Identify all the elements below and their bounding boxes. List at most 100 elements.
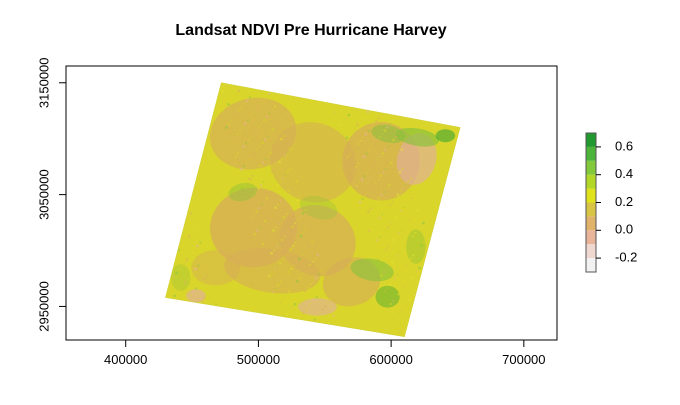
ndvi-pixel <box>304 289 307 293</box>
ndvi-pixel <box>409 238 411 240</box>
ndvi-pixel <box>181 265 183 267</box>
ndvi-pixel <box>378 216 381 219</box>
ndvi-pixel <box>386 287 388 289</box>
ndvi-pixel <box>183 242 185 244</box>
ndvi-pixel <box>276 102 279 105</box>
ndvi-pixel <box>397 132 400 135</box>
ndvi-pixel <box>237 89 241 93</box>
ndvi-pixel <box>418 248 420 250</box>
ndvi-pixel <box>413 273 415 276</box>
ndvi-pixel <box>389 123 391 125</box>
ndvi-pixel <box>301 212 305 215</box>
ndvi-pixel <box>241 188 244 190</box>
legend-color-band <box>586 230 596 245</box>
axes: 400000 500000 600000 700000 2950000 3050000 31… <box>36 57 558 367</box>
ndvi-pixel <box>254 90 256 92</box>
ndvi-pixel <box>375 219 379 223</box>
ndvi-pixel <box>392 120 394 122</box>
ndvi-pixel <box>327 302 329 304</box>
ndvi-pixel <box>274 125 277 128</box>
ndvi-pixel <box>417 228 419 231</box>
ndvi-pixel <box>268 193 271 196</box>
ndvi-pixel <box>276 164 278 166</box>
ndvi-pixel <box>307 286 310 289</box>
ndvi-pixel <box>356 123 359 126</box>
ndvi-pixel <box>281 258 284 261</box>
ndvi-pixel <box>192 290 195 294</box>
ndvi-pixel <box>396 193 400 196</box>
ndvi-pixel <box>350 110 353 113</box>
ndvi-pixel <box>190 294 192 296</box>
ndvi-pixel <box>238 172 240 174</box>
ndvi-pixel <box>376 159 379 161</box>
x-tick-label: 600000 <box>369 352 412 367</box>
ndvi-pixel <box>385 168 387 170</box>
ndvi-pixel <box>302 231 305 234</box>
ndvi-pixel <box>275 226 278 229</box>
ndvi-pixel <box>284 255 286 257</box>
ndvi-pixel <box>401 168 404 170</box>
ndvi-pixel <box>312 260 314 263</box>
ndvi-pixel <box>354 127 356 129</box>
ndvi-pixel <box>357 162 360 165</box>
ndvi-pixel <box>189 212 193 215</box>
ndvi-pixel <box>272 229 275 232</box>
ndvi-pixel <box>370 207 372 210</box>
ndvi-pixel <box>317 273 320 276</box>
ndvi-pixel <box>351 130 353 132</box>
ndvi-pixel <box>279 281 282 283</box>
ndvi-pixel <box>282 197 284 199</box>
ndvi-pixel <box>251 174 254 177</box>
ndvi-pixel <box>393 158 395 161</box>
ndvi-pixel <box>395 235 398 238</box>
ndvi-pixel <box>391 280 394 283</box>
ndvi-pixel <box>271 271 274 274</box>
ndvi-pixel <box>273 249 276 251</box>
ndvi-pixel <box>392 238 396 242</box>
ndvi-pixel <box>400 210 402 212</box>
ndvi-pixel <box>265 178 267 180</box>
ndvi-pixel <box>361 197 364 200</box>
ndvi-patch-high <box>299 195 338 220</box>
ndvi-pixel <box>289 248 292 251</box>
ndvi-pixel <box>403 225 406 228</box>
ndvi-pixel <box>225 107 227 109</box>
ndvi-pixel <box>319 312 321 314</box>
ndvi-pixel <box>293 183 295 185</box>
ndvi-pixel <box>184 281 187 284</box>
x-tick-label: 700000 <box>502 352 545 367</box>
ndvi-pixel <box>240 149 242 151</box>
ndvi-pixel <box>280 200 282 202</box>
ndvi-pixel <box>265 95 268 99</box>
ndvi-pixel <box>406 222 408 225</box>
ndvi-pixel <box>299 296 301 299</box>
ndvi-pixel <box>410 197 413 199</box>
ndvi-pixel <box>390 261 394 264</box>
ndvi-pixel <box>225 126 228 129</box>
ndvi-pixel <box>359 140 362 142</box>
ndvi-pixel <box>403 306 405 308</box>
ndvi-pixel <box>276 284 280 287</box>
ndvi-pixel <box>368 149 370 151</box>
ndvi-pixel <box>189 274 192 277</box>
ndvi-pixel <box>409 257 413 260</box>
ndvi-pixel <box>411 296 413 298</box>
ndvi-pixel <box>321 289 323 291</box>
ndvi-pixel <box>282 216 286 219</box>
ndvi-pixel <box>289 310 291 312</box>
ndvi-pixel <box>404 245 406 247</box>
ndvi-pixel <box>262 161 264 164</box>
ndvi-pixel <box>312 280 314 282</box>
ndvi-pixel <box>376 239 379 242</box>
ndvi-pixel <box>401 328 403 330</box>
ndvi-pixel <box>264 138 266 141</box>
ndvi-pixel <box>381 213 383 216</box>
ndvi-pixel <box>311 241 314 244</box>
ndvi-pixel <box>386 126 389 129</box>
ndvi-pixel <box>425 238 428 240</box>
ndvi-pixel <box>374 162 376 165</box>
ndvi-pixel <box>375 201 377 203</box>
ndvi-pixel <box>345 136 349 140</box>
ndvi-pixel <box>416 209 419 212</box>
ndvi-pixel <box>282 177 284 179</box>
